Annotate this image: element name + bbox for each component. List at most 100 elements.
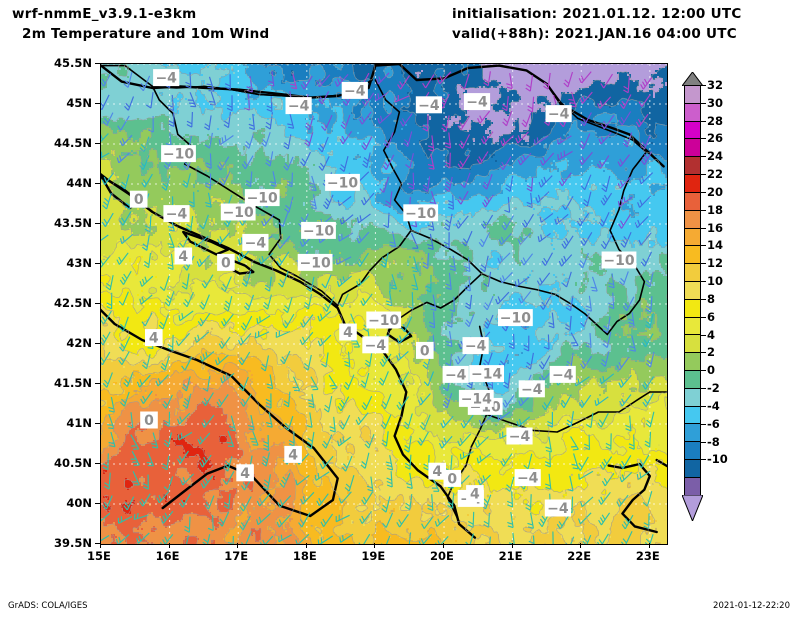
colorbar-tick-mark <box>701 459 706 461</box>
wind-barb-icon <box>638 172 654 185</box>
wind-barb-icon <box>185 215 194 232</box>
wind-barb-icon <box>240 315 253 331</box>
contour-label: −4 <box>545 105 572 123</box>
contour-label: −14 <box>458 389 494 407</box>
wind-barb-icon <box>506 491 514 508</box>
wind-barb-icon <box>449 255 456 272</box>
wind-barb-icon <box>215 354 229 366</box>
longitude-tick-mark <box>511 543 513 548</box>
colorbar-tick-mark <box>701 156 706 158</box>
wind-barb-icon <box>599 373 615 385</box>
wind-barb-icon <box>521 213 534 228</box>
wind-barb-icon <box>300 75 313 90</box>
wind-barb-icon <box>457 433 472 447</box>
colorbar-tick-label: -4 <box>707 398 720 413</box>
wind-barb-icon <box>163 476 174 491</box>
wind-barb-icon <box>256 315 271 325</box>
wind-barb-icon <box>303 294 313 310</box>
colorbar-segment <box>685 317 700 336</box>
wind-barb-icon <box>375 72 390 85</box>
colorbar-segment <box>685 281 700 300</box>
wind-barb-icon <box>403 436 412 453</box>
wind-barb-icon <box>163 411 171 428</box>
wind-barb-icon <box>557 150 573 161</box>
wind-barb-icon <box>283 296 293 314</box>
colorbar-segment <box>685 460 700 478</box>
wind-barb-icon <box>275 330 291 339</box>
wind-barb-icon <box>101 535 110 542</box>
wind-barb-icon <box>362 152 371 169</box>
contour-label: 0 <box>443 469 462 487</box>
latitude-tick-mark <box>95 183 100 184</box>
wind-barb-icon <box>101 94 110 111</box>
wind-barb-icon <box>545 473 552 490</box>
wind-barb-icon <box>444 132 452 149</box>
wind-barb-icon <box>565 295 574 312</box>
wind-barb-icon <box>101 133 109 143</box>
wind-barb-icon <box>146 452 154 467</box>
wind-barb-icon <box>339 414 351 430</box>
longitude-tick-mark <box>305 543 307 548</box>
wind-barb-icon <box>507 512 514 529</box>
wind-barb-icon <box>199 454 212 468</box>
wind-barb-icon <box>262 474 271 491</box>
colorbar-tick-label: -8 <box>707 434 720 449</box>
wind-barb-icon <box>396 396 409 410</box>
colorbar-tick-label: 14 <box>707 238 724 253</box>
colorbar-segment <box>685 424 700 443</box>
wind-barb-icon <box>464 294 473 310</box>
wind-barb-icon <box>437 71 452 85</box>
wind-barb-icon <box>248 113 255 131</box>
wind-barb-icon <box>429 294 437 311</box>
wind-barb-icon <box>261 214 275 227</box>
wind-barb-icon <box>101 255 111 268</box>
wind-barb-icon <box>334 74 349 87</box>
wind-barb-icon <box>538 175 553 188</box>
wind-barb-icon <box>590 276 598 292</box>
wind-barb-icon <box>597 155 610 170</box>
wind-barb-icon <box>537 232 551 243</box>
colorbar-tick-mark <box>701 281 706 283</box>
wind-barb-icon <box>119 134 133 147</box>
map-plot-area[interactable]: −4 −4 −4 −4 −4 −4 −10 −10 −10 −10 −10 −10 −10 −10 −10−… <box>100 63 668 545</box>
colorbar-segment <box>685 335 700 354</box>
colorbar[interactable] <box>684 85 701 496</box>
wind-barb-icon <box>561 235 574 249</box>
contour-label: −10 <box>498 309 533 327</box>
wind-barb-icon <box>556 515 569 530</box>
wind-barb-icon <box>199 214 209 230</box>
wind-barb-icon <box>594 396 609 407</box>
wind-barb-icon <box>645 411 655 428</box>
colorbar-segment <box>685 210 700 229</box>
colorbar-tick-mark <box>701 245 706 247</box>
wind-barb-icon <box>322 296 335 312</box>
wind-barb-icon <box>161 455 170 471</box>
wind-barb-icon <box>247 414 255 431</box>
wind-barb-icon <box>525 75 534 92</box>
wind-barb-icon <box>563 71 574 88</box>
wind-barb-icon <box>538 355 551 370</box>
wind-barb-icon <box>180 473 195 486</box>
wind-barb-icon <box>344 475 355 492</box>
wind-barb-icon <box>116 152 130 164</box>
wind-barb-icon <box>444 176 453 193</box>
wind-barb-icon <box>536 272 551 286</box>
wind-barb-icon <box>427 233 434 250</box>
wind-barb-icon <box>335 514 350 523</box>
contour-label: −14 <box>469 365 504 383</box>
wind-barb-icon <box>645 296 653 313</box>
wind-barb-icon <box>101 512 111 522</box>
wind-barb-icon <box>483 71 491 87</box>
wind-barb-icon <box>495 291 510 305</box>
contour-label: −10 <box>301 221 336 239</box>
wind-barb-icon <box>508 333 515 350</box>
wind-barb-icon <box>455 215 469 229</box>
wind-barb-icon <box>181 273 190 290</box>
wind-barb-icon <box>642 491 653 507</box>
wind-barb-icon <box>306 412 313 428</box>
wind-barb-icon <box>410 232 419 249</box>
colorbar-segment <box>685 477 700 496</box>
latitude-tick-mark <box>95 263 100 264</box>
wind-barb-icon <box>389 231 397 248</box>
wind-barb-icon <box>188 191 195 208</box>
